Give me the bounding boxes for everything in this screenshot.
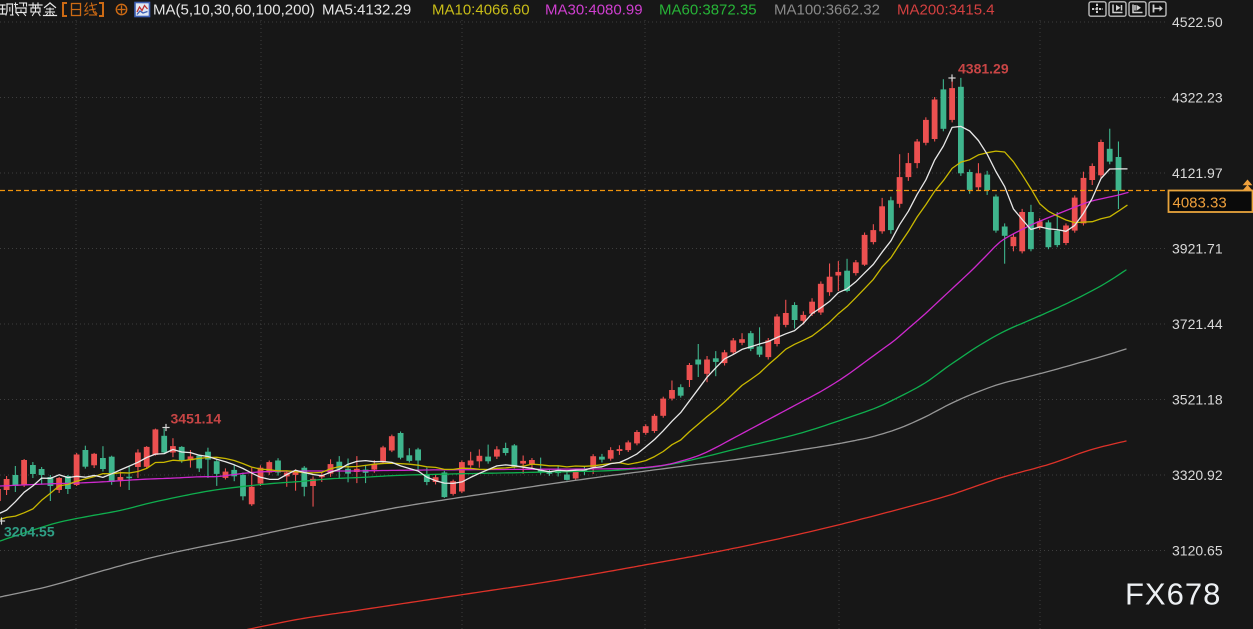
svg-text:MA10:4066.60: MA10:4066.60 bbox=[432, 2, 530, 19]
svg-text:3204.55: 3204.55 bbox=[4, 524, 55, 540]
svg-text:MA60:3872.35: MA60:3872.35 bbox=[659, 2, 757, 19]
svg-text:MA100:3662.32: MA100:3662.32 bbox=[774, 2, 880, 19]
svg-text:3921.71: 3921.71 bbox=[1172, 241, 1223, 257]
svg-text:4522.50: 4522.50 bbox=[1172, 14, 1223, 30]
svg-text:3521.18: 3521.18 bbox=[1172, 392, 1223, 408]
svg-text:4121.97: 4121.97 bbox=[1172, 165, 1223, 181]
svg-text:MA5:4132.29: MA5:4132.29 bbox=[322, 2, 411, 19]
svg-text:3451.14: 3451.14 bbox=[171, 411, 222, 427]
svg-text:3120.65: 3120.65 bbox=[1172, 543, 1223, 559]
svg-text:3721.44: 3721.44 bbox=[1172, 316, 1223, 332]
svg-text:MA(5,10,30,60,100,200): MA(5,10,30,60,100,200) bbox=[153, 2, 315, 19]
svg-text:FX678: FX678 bbox=[1125, 577, 1221, 612]
svg-text:MA200:3415.4: MA200:3415.4 bbox=[897, 2, 995, 19]
svg-text:4322.23: 4322.23 bbox=[1172, 90, 1223, 106]
svg-text:3320.92: 3320.92 bbox=[1172, 467, 1223, 483]
svg-text:4083.33: 4083.33 bbox=[1173, 195, 1227, 212]
svg-text:4381.29: 4381.29 bbox=[958, 61, 1009, 77]
svg-text:MA30:4080.99: MA30:4080.99 bbox=[545, 2, 643, 19]
